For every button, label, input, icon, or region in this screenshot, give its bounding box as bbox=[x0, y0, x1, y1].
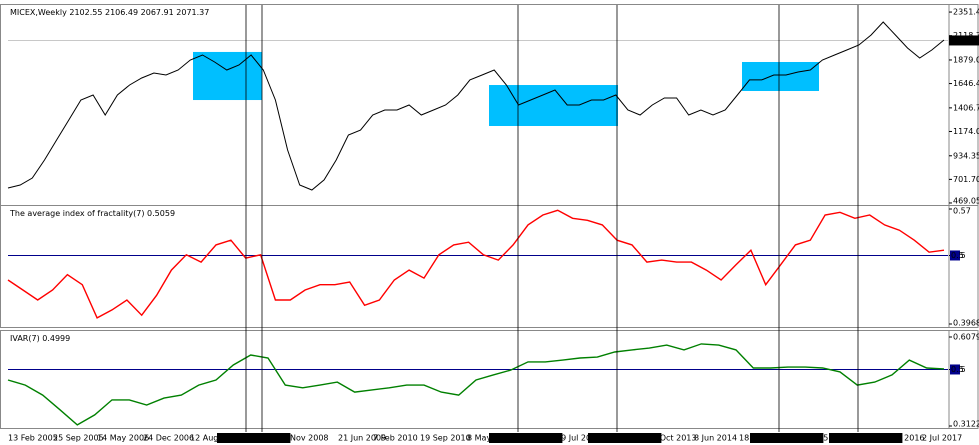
pane-title-text: MICEX,Weekly bbox=[10, 8, 67, 17]
series-line bbox=[7, 343, 945, 426]
last-price-tag bbox=[949, 35, 979, 46]
x-tick-label: Nov 2016 bbox=[886, 434, 925, 443]
x-tick-label: 29 Jul 2012 bbox=[556, 434, 601, 443]
series-line bbox=[7, 209, 945, 319]
x-tick-label: 13 Feb 2005 bbox=[8, 434, 58, 443]
level-tag bbox=[950, 364, 960, 375]
x-tick-label: 25 Sep 2005 bbox=[53, 434, 104, 443]
y-tick-label: 1879.05 bbox=[953, 55, 979, 64]
x-tick-label: 8 Jun 2014 bbox=[694, 434, 737, 443]
y-tick-label: 469.05 bbox=[953, 197, 979, 206]
x-tick-label: 2 Jul 2017 bbox=[922, 434, 962, 443]
x-label-highlight bbox=[588, 433, 662, 443]
pane-frame bbox=[0, 205, 979, 328]
x-tick-label: Nov 2008 bbox=[290, 434, 329, 443]
x-tick-label: 2012.01.15 00:00 bbox=[490, 434, 561, 443]
pane-title: MICEX,Weekly 2102.55 2106.49 2067.91 207… bbox=[10, 8, 209, 17]
pane-title: IVAR(7) 0.4999 bbox=[10, 334, 70, 343]
y-tick-label: 934.35 bbox=[953, 151, 979, 160]
x-tick-label: 19 Sep 2010 bbox=[420, 434, 471, 443]
ohlc-value: 2102.55 bbox=[69, 8, 102, 17]
level-label: 0.5 bbox=[951, 365, 964, 374]
y-tick-label: 701.70 bbox=[953, 175, 979, 184]
x-tick-label: 21 Jun 2009 bbox=[338, 434, 386, 443]
level-label: 0.5 bbox=[951, 251, 964, 260]
highlight-box bbox=[193, 51, 262, 101]
highlight-box bbox=[489, 85, 618, 126]
highlight-box bbox=[742, 61, 819, 92]
y-tick-label: 2351.41 bbox=[953, 8, 979, 17]
x-tick-label: 2013.05.19 00:00 bbox=[589, 434, 660, 443]
last-value: 0.5059 bbox=[147, 209, 175, 218]
pane-title-text: IVAR(7) bbox=[10, 334, 40, 343]
pane-title: The average index of fractality(7) 0.505… bbox=[9, 209, 175, 218]
x-tick-label: 8 May 20 bbox=[467, 434, 504, 443]
x-tick-label: 2008.07.27 00:00 bbox=[218, 434, 289, 443]
ohlc-value: 2067.91 bbox=[141, 8, 174, 17]
last-value: 0.4999 bbox=[42, 334, 70, 343]
x-label-highlight bbox=[750, 433, 824, 443]
x-label-highlight bbox=[217, 433, 291, 443]
y-tick-label: 0.3122 bbox=[953, 420, 979, 429]
series-line bbox=[7, 21, 945, 191]
x-tick-label: 14 May 2006 bbox=[97, 434, 149, 443]
x-tick-label: 24 Dec 2006 bbox=[143, 434, 194, 443]
y-tick-label: 0.57 bbox=[953, 207, 971, 216]
ohlc-value: 2106.49 bbox=[105, 8, 138, 17]
x-tick-label: 2015 bbox=[808, 434, 828, 443]
x-tick-label: 27 Oct 2013 bbox=[647, 434, 696, 443]
x-tick-label: 2016.08.14 00:00 bbox=[830, 434, 901, 443]
y-tick-label: 1646.46 bbox=[953, 79, 979, 88]
level-tag bbox=[950, 250, 960, 261]
y-tick-label: 0.3968 bbox=[953, 319, 979, 328]
y-tick-label: 1174.05 bbox=[953, 127, 979, 136]
x-label-highlight bbox=[489, 433, 563, 443]
y-tick-label: 0.6079 bbox=[953, 332, 979, 341]
x-tick-label: 7 Feb 2010 bbox=[373, 434, 418, 443]
x-label-highlight bbox=[829, 433, 903, 443]
pane-frame bbox=[0, 330, 979, 429]
x-tick-label: 12 Aug 2007 bbox=[190, 434, 241, 443]
last-price-label: 2071.37 bbox=[951, 36, 979, 45]
y-tick-label: 1406.70 bbox=[953, 103, 979, 112]
x-tick-label: 2015.07.19 00:00 bbox=[751, 434, 822, 443]
pane-title-text: The average index of fractality(7) bbox=[9, 209, 145, 218]
ohlc-value: 2071.37 bbox=[176, 8, 209, 17]
x-tick-label: 18 bbox=[739, 434, 749, 443]
